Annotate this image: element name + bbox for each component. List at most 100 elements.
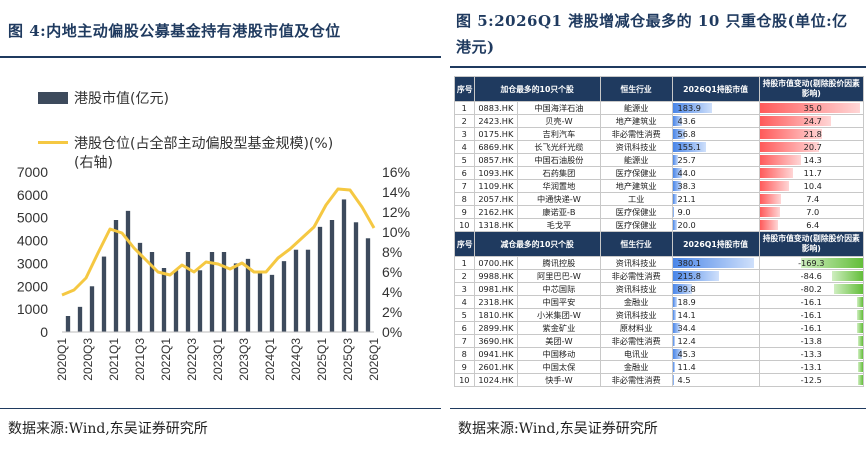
holding-value: 89.8 bbox=[671, 282, 760, 296]
industry: 非必需性消费 bbox=[599, 334, 673, 348]
x-tick-label: 2024Q1 bbox=[263, 338, 277, 381]
x-tick-label: 2024Q3 bbox=[289, 338, 303, 381]
y-left-tick-label: 3000 bbox=[17, 255, 48, 271]
holding-value: 380.1 bbox=[671, 256, 760, 270]
increase-row: 10 1318.HK 毛戈平 医疗保健业 20.0 6.4 bbox=[454, 218, 865, 232]
row-number: 9 bbox=[454, 205, 475, 219]
x-tick-label: 2023Q3 bbox=[237, 338, 251, 381]
y-right-tick-label: 10% bbox=[382, 224, 410, 240]
holding-value: 18.9 bbox=[671, 295, 760, 309]
stock-name: 小米集团-W bbox=[517, 308, 601, 322]
holding-change: 24.7 bbox=[758, 114, 865, 128]
holding-value: 14.1 bbox=[671, 308, 760, 322]
bar-hk-market-value bbox=[173, 270, 179, 332]
holding-value: 183.9 bbox=[671, 101, 760, 115]
holding-value: 25.7 bbox=[671, 153, 760, 167]
header-value: 2026Q1持股市值 bbox=[671, 231, 760, 257]
line-hk-position-pct bbox=[61, 187, 376, 297]
bar-hk-market-value bbox=[269, 274, 275, 332]
row-number: 10 bbox=[454, 218, 475, 232]
x-tick-label: 2026Q1 bbox=[367, 338, 381, 381]
title-rule-right bbox=[450, 66, 866, 68]
left-panel: 图 4:内地主动偏股公募基金持有港股市值及仓位 bbox=[8, 22, 340, 40]
row-number: 1 bbox=[454, 101, 475, 115]
stock-name: 紫金矿业 bbox=[517, 321, 601, 335]
y-left-tick-label: 1000 bbox=[17, 301, 48, 317]
industry: 非必需性消费 bbox=[599, 127, 673, 141]
holding-value: 45.3 bbox=[671, 347, 760, 361]
bar-hk-market-value bbox=[305, 249, 311, 332]
holding-change: 6.4 bbox=[758, 218, 865, 232]
y-right-tick-label: 6% bbox=[382, 264, 402, 280]
stock-code: 1318.HK bbox=[473, 218, 519, 232]
bar-hk-market-value bbox=[77, 306, 83, 332]
bar-hk-market-value bbox=[149, 252, 155, 332]
y-left-tick-label: 7000 bbox=[17, 164, 48, 180]
holding-change: 11.7 bbox=[758, 166, 865, 180]
y-left-tick-label: 4000 bbox=[17, 233, 48, 249]
increase-row: 8 2057.HK 中通快递-W 工业 21.1 7.4 bbox=[454, 192, 865, 206]
holding-change: -84.6 bbox=[758, 269, 865, 283]
header-no: 序号 bbox=[454, 231, 475, 257]
bar-hk-market-value bbox=[89, 286, 95, 332]
legend-line-label-right-axis: (右轴) bbox=[74, 155, 113, 171]
row-number: 8 bbox=[454, 347, 475, 361]
header-change: 持股市值变动(剔除股价因素影响) bbox=[758, 231, 865, 257]
bar-hk-market-value bbox=[329, 220, 335, 332]
stock-code: 0857.HK bbox=[473, 153, 519, 167]
decrease-row: 8 0941.HK 中国移动 电讯业 45.3 -13.3 bbox=[454, 347, 865, 361]
holdings-change-table: 序号 加仓最多的10只个股 恒生行业 2026Q1持股市值 持股市值变动(剔除股… bbox=[454, 76, 865, 387]
holding-value: 43.6 bbox=[671, 114, 760, 128]
industry: 医疗保健业 bbox=[599, 205, 673, 219]
holding-change: 7.4 bbox=[758, 192, 865, 206]
holding-change: 14.3 bbox=[758, 153, 865, 167]
holding-value: 215.8 bbox=[671, 269, 760, 283]
row-number: 7 bbox=[454, 334, 475, 348]
y-right-tick-label: 8% bbox=[382, 244, 402, 260]
decrease-row: 5 1810.HK 小米集团-W 资讯科技业 14.1 -16.1 bbox=[454, 308, 865, 322]
increase-row: 7 1109.HK 华润置地 地产建筑业 38.3 10.4 bbox=[454, 179, 865, 193]
header-stock: 加仓最多的10只个股 bbox=[473, 76, 601, 102]
row-number: 2 bbox=[454, 269, 475, 283]
stock-name: 吉利汽车 bbox=[517, 127, 601, 141]
header-value: 2026Q1持股市值 bbox=[671, 76, 760, 102]
y-left-tick-label: 0 bbox=[40, 324, 48, 340]
stock-name: 美团-W bbox=[517, 334, 601, 348]
increase-header-row: 序号 加仓最多的10只个股 恒生行业 2026Q1持股市值 持股市值变动(剔除股… bbox=[454, 76, 865, 102]
industry: 非必需性消费 bbox=[599, 269, 673, 283]
industry: 地产建筑业 bbox=[599, 114, 673, 128]
x-tick-label: 2022Q3 bbox=[185, 338, 199, 381]
x-tick-label: 2021Q1 bbox=[107, 338, 121, 381]
bar-hk-market-value bbox=[293, 249, 299, 332]
bar-hk-market-value bbox=[101, 256, 107, 332]
stock-name: 快手-W bbox=[517, 373, 601, 387]
holding-value: 11.4 bbox=[671, 360, 760, 374]
increase-row: 6 1093.HK 石药集团 医疗保健业 44.0 11.7 bbox=[454, 166, 865, 180]
title-rule-left bbox=[0, 56, 441, 58]
holding-change: 7.0 bbox=[758, 205, 865, 219]
decrease-row: 6 2899.HK 紫金矿业 原材料业 34.4 -16.1 bbox=[454, 321, 865, 335]
decrease-row: 2 9988.HK 阿里巴巴-W 非必需性消费 215.8 -84.6 bbox=[454, 269, 865, 283]
stock-code: 0700.HK bbox=[473, 256, 519, 270]
header-stock: 减仓最多的10只个股 bbox=[473, 231, 601, 257]
industry: 金融业 bbox=[599, 295, 673, 309]
stock-code: 0941.HK bbox=[473, 347, 519, 361]
holding-value: 56.8 bbox=[671, 127, 760, 141]
industry: 非必需性消费 bbox=[599, 373, 673, 387]
stock-code: 1093.HK bbox=[473, 166, 519, 180]
stock-name: 阿里巴巴-W bbox=[517, 269, 601, 283]
y-right-tick-label: 4% bbox=[382, 284, 402, 300]
industry: 金融业 bbox=[599, 360, 673, 374]
right-panel: 图 5:2026Q1 港股增减仓最多的 10 只重仓股(单位:亿港元) bbox=[450, 0, 866, 471]
y-left-tick-label: 2000 bbox=[17, 278, 48, 294]
row-number: 3 bbox=[454, 282, 475, 296]
row-number: 1 bbox=[454, 256, 475, 270]
holding-value: 20.0 bbox=[671, 218, 760, 232]
legend-bar-label: 港股市值(亿元) bbox=[74, 91, 169, 107]
holding-change: -13.8 bbox=[758, 334, 865, 348]
stock-code: 6869.HK bbox=[473, 140, 519, 154]
stock-name: 中芯国际 bbox=[517, 282, 601, 296]
stock-code: 2318.HK bbox=[473, 295, 519, 309]
stock-name: 华润置地 bbox=[517, 179, 601, 193]
row-number: 7 bbox=[454, 179, 475, 193]
